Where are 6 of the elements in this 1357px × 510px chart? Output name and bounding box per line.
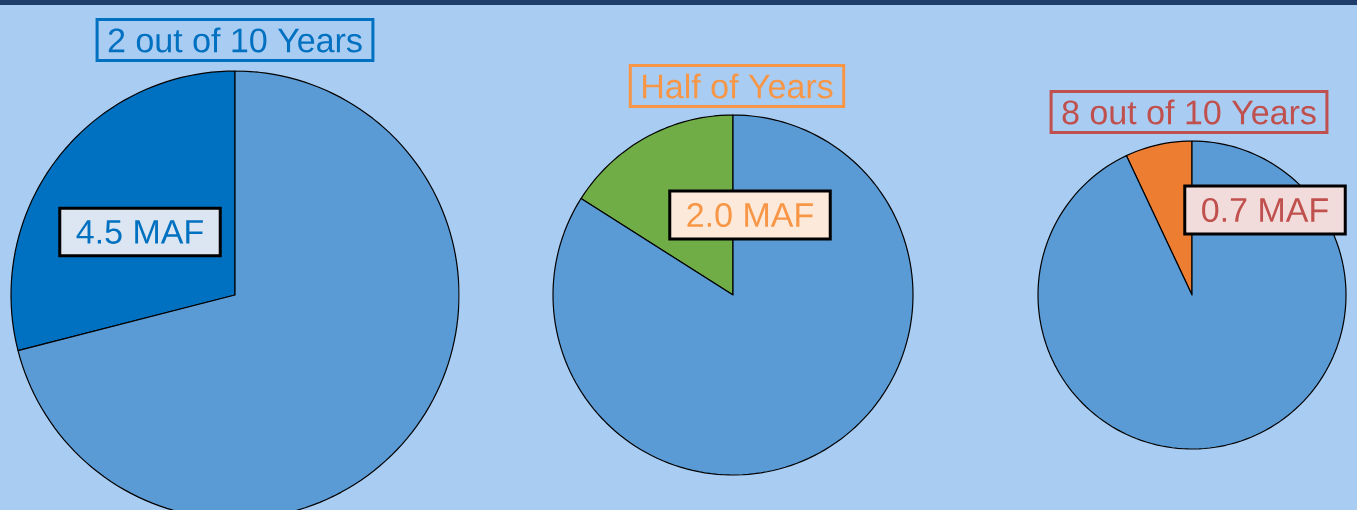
chart-title: Half of Years (643, 73, 833, 99)
text: 0.7 MAF (1202, 197, 1328, 223)
text: 4.5 MAF (76, 220, 203, 244)
chart-title: 2 out of 10 Years (108, 27, 362, 53)
chart-title: 8 out of 10 Years (1062, 99, 1316, 125)
text: 2.0 MAF (687, 202, 813, 228)
